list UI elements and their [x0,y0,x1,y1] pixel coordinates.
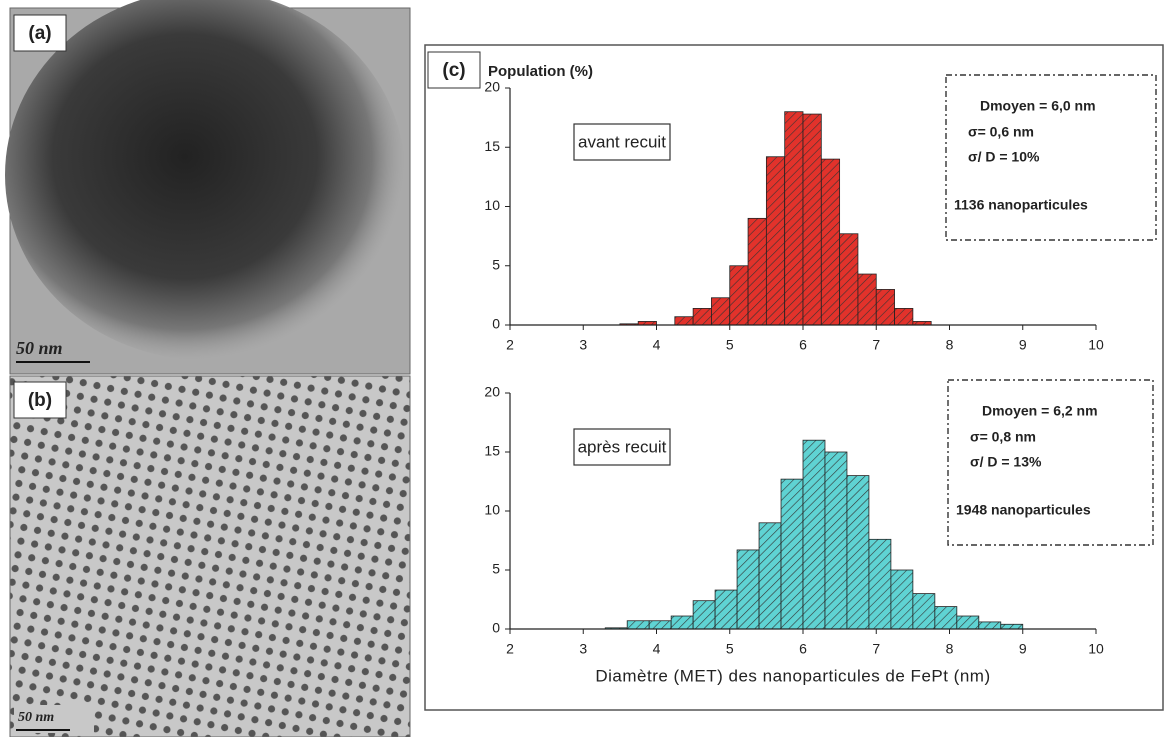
x-tick-label: 10 [1088,641,1104,657]
stats-text: 1948 nanoparticules [956,502,1091,518]
bar [626,620,650,630]
stats-text: Dmoyen = 6,2 nm [982,403,1098,419]
x-tick-label: 3 [579,641,587,657]
x-tick-label: 3 [579,337,587,353]
panel-label: (b) [28,390,52,411]
bar [912,593,936,630]
y-tick-label: 10 [484,197,500,213]
bar [824,451,848,630]
y-tick-label: 0 [492,620,500,636]
y-tick-label: 5 [492,561,500,577]
stats-text: σ/ D = 13% [970,454,1042,470]
x-tick-label: 8 [946,337,954,353]
panel-label-box [13,14,67,52]
panel-label: (c) [442,60,465,81]
stats-text: σ= 0,6 nm [968,124,1034,140]
bar [670,615,694,630]
bar [714,589,738,630]
bar [890,569,914,630]
y-tick-label: 20 [484,384,500,400]
scale-bar-bg [14,705,94,733]
panel-label: (a) [28,23,51,44]
y-tick-label: 15 [484,138,500,154]
panel-label-box [13,381,67,419]
bar [729,265,749,326]
y-tick-label: 15 [484,443,500,459]
bar [802,113,822,326]
bar [978,621,1002,630]
label-box [573,123,671,161]
x-tick-label: 5 [726,641,734,657]
bar [839,233,859,326]
bar [956,615,980,630]
x-tick-label: 9 [1019,641,1027,657]
bar [934,606,958,630]
bar [692,600,716,630]
x-tick-label: 4 [653,641,661,657]
x-axis-label: Diamètre (MET) des nanoparticules de FeP… [595,666,990,685]
y-tick-label: 20 [484,79,500,95]
tem-image-b [9,375,411,738]
bar [674,316,694,326]
bar [758,522,782,630]
y-tick-label: 5 [492,256,500,272]
bar [894,308,914,326]
bar [711,297,731,326]
stats-box [947,379,1154,546]
nanoparticle-cluster [5,0,405,360]
x-tick-label: 7 [872,641,880,657]
bar [868,538,892,630]
y-tick-label: 0 [492,316,500,332]
x-tick-label: 8 [946,641,954,657]
label-box-text: avant recuit [578,132,666,151]
stats-text: σ/ D = 10% [968,149,1040,165]
bar [820,158,841,326]
stats-text: σ= 0,8 nm [970,429,1036,445]
x-tick-label: 4 [653,337,661,353]
bar [780,478,804,630]
stats-box [945,74,1157,241]
bar [747,217,767,326]
x-tick-label: 2 [506,641,514,657]
panel-label-box [427,51,481,89]
bar [648,620,672,630]
bar [846,475,870,630]
scale-bar-label: 50 nm [16,338,63,358]
scale-bar-label: 50 nm [18,710,54,725]
bar [736,549,760,630]
y-tick-label: 10 [484,502,500,518]
x-tick-label: 5 [726,337,734,353]
bar [1000,623,1024,630]
stats-text: Dmoyen = 6,0 nm [980,98,1096,114]
x-tick-label: 2 [506,337,514,353]
bar [692,308,712,326]
bar [784,111,804,326]
bar [765,156,786,326]
x-tick-label: 6 [799,337,807,353]
bar [875,289,895,326]
bar [802,439,826,630]
label-box-text: après recuit [578,437,667,456]
x-tick-label: 6 [799,641,807,657]
label-box [573,428,671,466]
x-tick-label: 9 [1019,337,1027,353]
stats-text: 1136 nanoparticules [954,197,1088,213]
x-tick-label: 10 [1088,337,1104,353]
y-axis-label: Population (%) [488,63,593,80]
bar [857,273,877,326]
x-tick-label: 7 [872,337,880,353]
